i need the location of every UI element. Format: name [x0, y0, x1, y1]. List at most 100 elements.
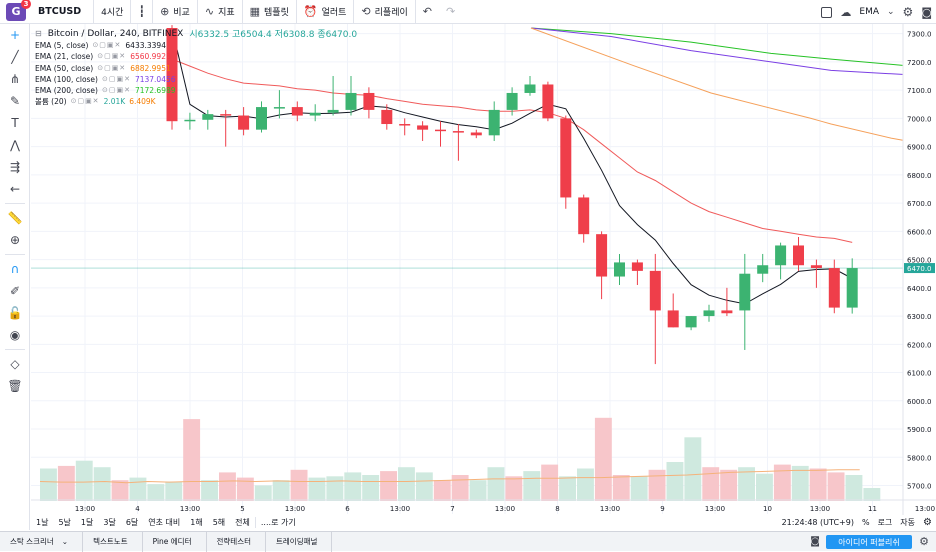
chart-area[interactable]: 7300.0 7200.0 7100.0 7000.0 6900.0 6800.0 6700…: [31, 24, 936, 515]
legend-controls[interactable]: ⊙▢▣✕: [97, 63, 127, 72]
candle-body: [381, 109, 393, 125]
open-label: 시: [189, 30, 198, 40]
lock-icon[interactable]: 🔓: [7, 306, 23, 320]
legend-controls[interactable]: ⊙▢▣✕: [92, 41, 122, 49]
volume-bar: [147, 484, 165, 501]
indicators-button[interactable]: ∿ 지표: [198, 0, 243, 24]
range-3m[interactable]: 3달: [103, 518, 116, 527]
clock-readout: 21:24:48 (UTC+9): [781, 518, 854, 527]
volume-bar: [612, 475, 630, 501]
text-icon[interactable]: T: [11, 116, 19, 130]
candle-body: [256, 107, 267, 130]
lock-drawings-icon[interactable]: ✐: [9, 284, 21, 298]
undo-button[interactable]: ↶: [416, 0, 439, 24]
camera-icon[interactable]: ◙: [810, 536, 820, 547]
pattern-icon[interactable]: ⋀: [10, 138, 20, 152]
crosshair-icon[interactable]: +: [9, 28, 21, 42]
tab-text-notes[interactable]: 텍스트노트: [83, 531, 143, 552]
range-bar-right: 21:24:48 (UTC+9) % 로그 자동 ⚙: [782, 517, 932, 528]
legend-row[interactable]: EMA (21, close) ⊙▢▣✕ 6560.9928: [35, 51, 176, 62]
legend-row[interactable]: EMA (100, close) ⊙▢▣✕ 7137.0456: [35, 74, 176, 85]
range-5d[interactable]: 5날: [58, 518, 71, 527]
gear-icon[interactable]: ⚙: [902, 5, 914, 19]
legend-controls[interactable]: ⊙▢▣✕: [101, 74, 131, 83]
tab-trading-panel[interactable]: 트레이딩패널: [266, 531, 333, 552]
tab-pine-editor[interactable]: Pine 에디터: [143, 531, 207, 552]
legend-row[interactable]: EMA (50, close) ⊙▢▣✕ 6882.9951: [35, 63, 176, 74]
volume-bar: [415, 472, 433, 501]
eye-icon[interactable]: ◉: [9, 328, 21, 342]
layout-name[interactable]: EMA: [859, 7, 879, 17]
time-tick-label: 13:00: [705, 505, 725, 513]
magnet-icon[interactable]: ∩: [10, 262, 20, 276]
chevron-down-icon[interactable]: ⌄: [887, 7, 895, 17]
collapse-icon[interactable]: ⊟: [35, 29, 42, 38]
tab-stock-screener[interactable]: 스탁 스크리너 ⌄: [0, 531, 84, 552]
trash-icon[interactable]: 🗑: [7, 379, 23, 393]
time-tick-label: 11: [868, 505, 877, 513]
ohlc-values: 시6332.5 고6504.4 저6308.8 종6470.0: [189, 27, 357, 40]
candle-body: [309, 112, 321, 116]
range-1d[interactable]: 1날: [36, 518, 49, 527]
candle-body: [596, 234, 608, 277]
tab-strategy-tester[interactable]: 전략테스터: [207, 531, 266, 552]
auto-toggle[interactable]: 자동: [900, 518, 916, 527]
templates-icon: ▦: [249, 5, 261, 18]
layers-icon[interactable]: ◇: [10, 357, 20, 371]
legend-name: EMA (5, close): [35, 41, 89, 50]
candle-body: [345, 92, 357, 110]
chart-type-button[interactable]: ┇: [131, 0, 154, 24]
top-toolbar: G 3 BTCUSD 4시간 ┇ ⊕ 비교 ∿ 지표 ▦ 템플릿 ⏰ 얼러트 ⟲…: [0, 0, 936, 24]
zoom-icon[interactable]: ⊕: [9, 233, 21, 247]
chart-svg[interactable]: 7300.0 7200.0 7100.0 7000.0 6900.0 6800.0 6700…: [31, 24, 936, 515]
range-1m[interactable]: 1달: [80, 518, 94, 527]
gear-icon[interactable]: ⚙: [919, 535, 929, 548]
log-toggle[interactable]: 로그: [877, 518, 893, 527]
percent-toggle[interactable]: %: [861, 518, 870, 527]
range-all[interactable]: 전체: [235, 518, 250, 527]
back-arrow-icon[interactable]: ←: [9, 182, 21, 196]
candle-body: [470, 132, 482, 136]
legend-controls[interactable]: ⊙▢▣✕: [97, 52, 127, 61]
legend-controls[interactable]: ⊙▢▣✕: [101, 86, 131, 95]
candle-body: [524, 84, 536, 93]
interval-button[interactable]: 4시간: [94, 0, 132, 24]
camera-icon[interactable]: ◙: [921, 5, 932, 19]
chart-title: ⊟ Bitcoin / Dollar, 240, BITFINEX 시6332.…: [35, 27, 357, 41]
ruler-icon[interactable]: 📏: [7, 211, 23, 225]
legend-row[interactable]: 볼륨 (20) ⊙▢▣✕ 2.01K 6.409K: [35, 96, 176, 107]
symbol-search-button[interactable]: BTCUSD: [32, 0, 95, 24]
pitchfork-icon[interactable]: ⋔: [9, 72, 21, 86]
range-5y[interactable]: 5해: [212, 518, 226, 527]
time-tick-label: 13:00: [495, 505, 515, 513]
replay-button[interactable]: ⟲ 리플레이: [354, 0, 416, 24]
prediction-icon[interactable]: ⇶: [9, 160, 21, 174]
range-bar: 1날 5날 1달 3달 6달 연초 대비 1해 5해 전체 ....로 가기 2…: [31, 515, 936, 530]
close-label: 종: [317, 30, 326, 40]
volume-bar: [487, 467, 505, 501]
alerts-button[interactable]: ⏰ 얼러트: [297, 0, 355, 24]
user-avatar[interactable]: G 3: [6, 0, 31, 21]
templates-button[interactable]: ▦ 템플릿: [243, 0, 297, 24]
settings-icon[interactable]: ⚙: [923, 517, 932, 528]
range-6m[interactable]: 6달: [125, 518, 139, 527]
close-value: 6470.0: [325, 30, 358, 40]
redo-button[interactable]: ↷: [439, 0, 462, 24]
brush-icon[interactable]: ✎: [9, 94, 21, 108]
legend-row[interactable]: EMA (200, close) ⊙▢▣✕ 7172.6989: [35, 85, 176, 96]
indicators-label: 지표: [218, 8, 235, 18]
compare-button[interactable]: ⊕ 비교: [153, 0, 198, 24]
goto-button[interactable]: ....로 가기: [254, 517, 301, 528]
legend-name: EMA (50, close): [35, 63, 94, 73]
range-1y[interactable]: 1해: [190, 518, 203, 527]
publish-idea-button[interactable]: 아이디어 퍼블리쉬: [826, 535, 912, 549]
replay-icon: ⟲: [361, 5, 371, 18]
cloud-icon[interactable]: ☁: [840, 5, 852, 19]
trend-line-icon[interactable]: ╱: [11, 50, 19, 64]
fullscreen-icon[interactable]: [821, 6, 833, 18]
range-ytd[interactable]: 연초 대비: [148, 518, 181, 527]
legend-row[interactable]: EMA (5, close) ⊙▢▣✕ 6433.3394: [35, 40, 176, 51]
volume-bar: [433, 480, 451, 501]
volume-bar: [129, 477, 147, 501]
legend-controls[interactable]: ⊙▢▣✕: [70, 97, 100, 106]
